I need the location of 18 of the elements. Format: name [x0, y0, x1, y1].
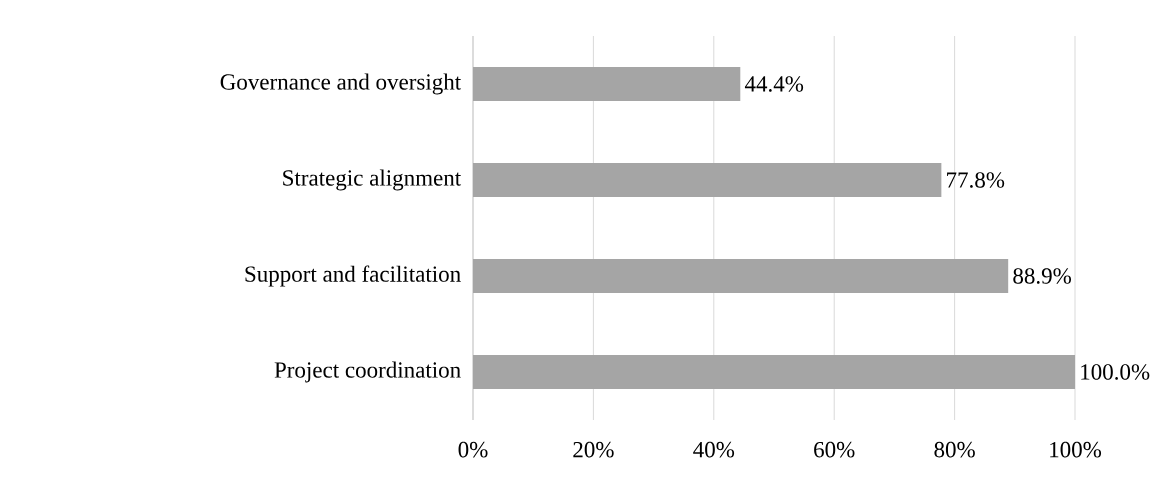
data-label: 77.8% [947, 172, 1005, 188]
x-tick-label: 20% [573, 441, 614, 458]
y-tick-label: Support and facilitation [245, 265, 461, 287]
x-tick-label: 60% [814, 441, 855, 458]
bar [473, 355, 1076, 389]
x-tick-label: 0% [458, 441, 488, 458]
bar [473, 259, 1009, 293]
y-tick-label: Project coordination [274, 361, 461, 383]
x-tick-label: 100% [1050, 441, 1102, 458]
x-tick-label: 40% [693, 441, 735, 458]
x-tick-label: 80% [934, 441, 975, 458]
y-tick-label: Strategic alignment [283, 169, 462, 191]
y-tick-label: Governance and oversight [220, 73, 462, 95]
data-label: 88.9% [1013, 268, 1072, 284]
bar [473, 67, 741, 101]
bar [473, 163, 942, 197]
data-label: 100.0% [1081, 364, 1150, 380]
data-label: 44.4% [744, 76, 804, 92]
